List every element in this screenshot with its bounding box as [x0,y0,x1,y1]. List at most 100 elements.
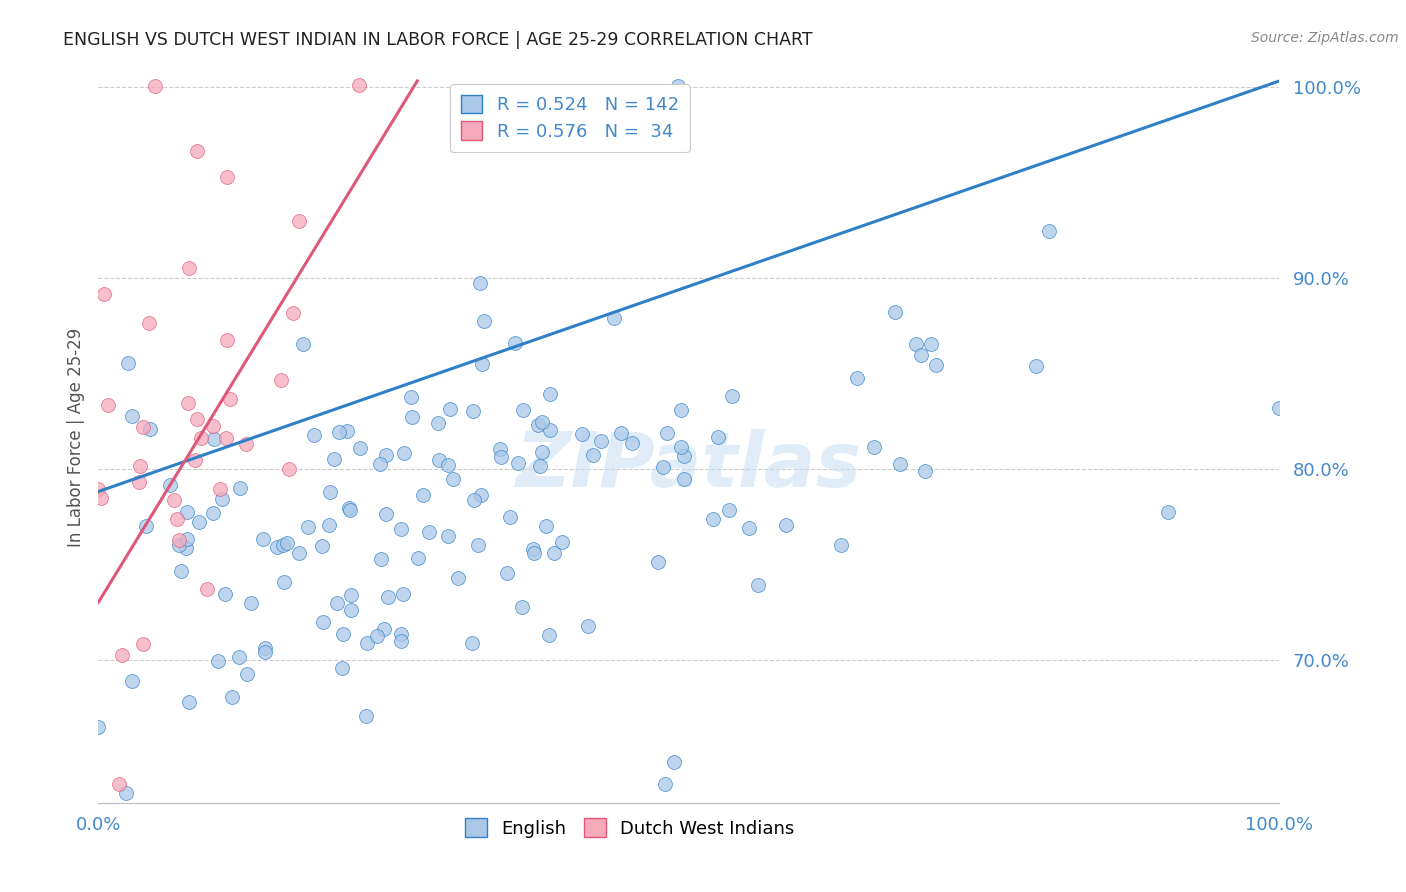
Text: ENGLISH VS DUTCH WEST INDIAN IN LABOR FORCE | AGE 25-29 CORRELATION CHART: ENGLISH VS DUTCH WEST INDIAN IN LABOR FO… [63,31,813,49]
Point [503,336,526,351]
Point [530,415,553,429]
Point [319,485,342,500]
Point [297,520,319,534]
Point [373,622,395,636]
Point [534,519,557,533]
Point [925,358,948,372]
Point [347,78,370,92]
Point [540,423,562,437]
Point [201,506,224,520]
Point [512,402,534,417]
Point [167,538,190,552]
Point [718,502,741,516]
Y-axis label: In Labor Force | Age 25-29: In Labor Force | Age 25-29 [66,327,84,547]
Point [87,720,110,734]
Point [186,144,208,158]
Point [399,390,422,404]
Point [252,532,274,546]
Point [215,333,238,347]
Point [389,522,412,536]
Point [177,695,200,709]
Point [121,409,143,424]
Point [253,645,276,659]
Point [647,555,669,569]
Point [389,626,412,640]
Point [228,650,250,665]
Point [302,428,325,442]
Point [214,586,236,600]
Point [375,507,398,521]
Point [669,402,692,417]
Point [326,596,349,610]
Point [190,432,212,446]
Point [271,538,294,552]
Point [531,445,554,459]
Point [589,434,612,448]
Point [1025,359,1047,373]
Point [311,615,333,629]
Point [538,627,561,641]
Point [211,492,233,507]
Point [437,458,460,472]
Point [508,456,530,470]
Point [470,487,492,501]
Point [651,459,673,474]
Point [311,539,333,553]
Point [392,587,415,601]
Point [672,449,695,463]
Point [666,79,689,94]
Point [115,786,138,800]
Point [159,478,181,492]
Point [884,305,907,319]
Point [288,213,311,227]
Point [672,472,695,486]
Point [177,260,200,275]
Point [904,336,927,351]
Point [489,442,512,457]
Point [221,690,243,704]
Point [228,481,250,495]
Point [846,371,869,385]
Point [470,357,492,371]
Point [512,600,534,615]
Point [495,566,517,581]
Point [427,416,450,430]
Point [910,348,932,362]
Point [253,640,276,655]
Point [538,387,561,401]
Point [447,571,470,585]
Point [394,446,416,460]
Point [236,667,259,681]
Point [526,417,548,432]
Point [239,595,262,609]
Point [370,552,392,566]
Point [664,755,686,769]
Point [657,425,679,440]
Point [1038,224,1060,238]
Point [117,356,139,370]
Point [183,453,205,467]
Point [418,524,440,539]
Point [920,336,942,351]
Point [270,373,292,387]
Point [207,654,229,668]
Point [543,546,565,560]
Text: ZIPatlas: ZIPatlas [516,429,862,503]
Point [167,533,190,548]
Point [276,536,298,550]
Point [406,551,429,566]
Point [474,314,496,328]
Point [654,777,676,791]
Point [468,276,491,290]
Point [283,306,305,320]
Point [620,436,643,450]
Point [463,403,485,417]
Point [323,451,346,466]
Point [368,457,391,471]
Point [93,287,115,301]
Point [330,660,353,674]
Point [340,603,363,617]
Point [90,491,112,505]
Point [862,441,884,455]
Point [412,488,434,502]
